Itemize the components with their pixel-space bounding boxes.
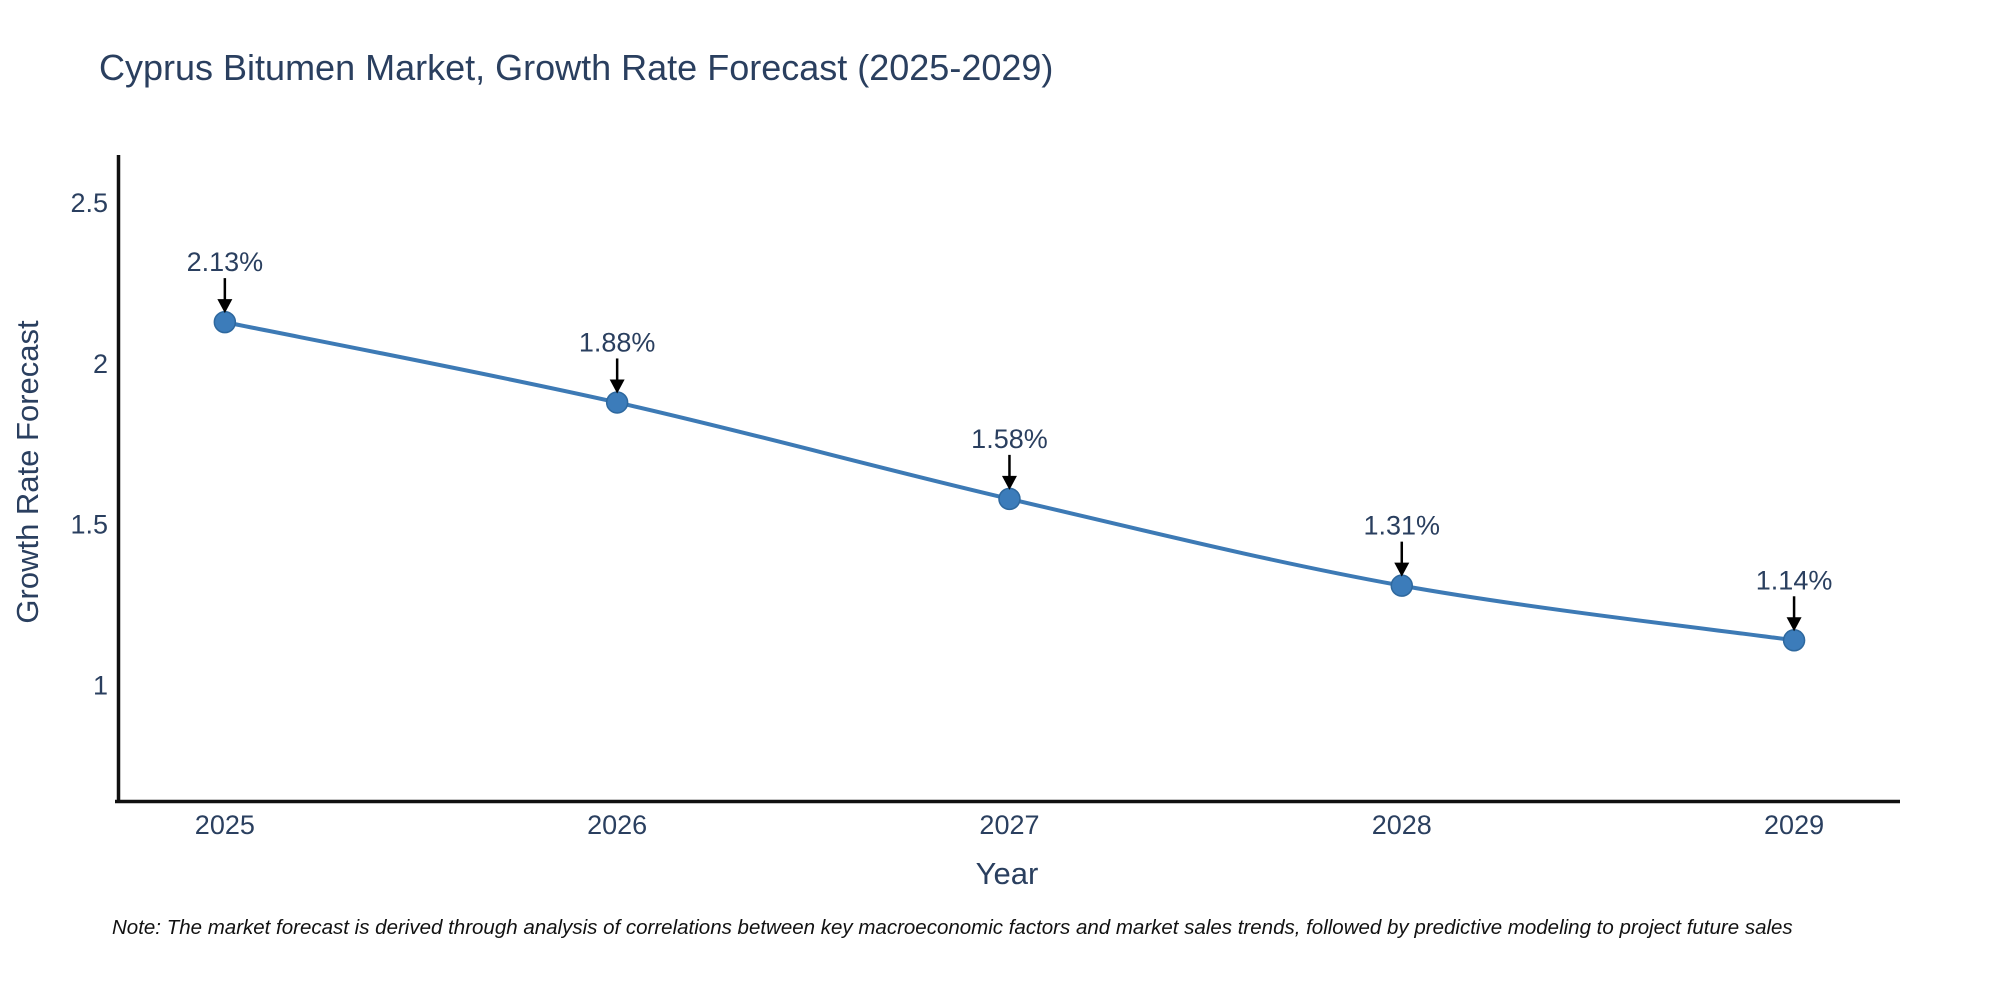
y-tick-label: 2.5 (70, 188, 108, 218)
footnote: Note: The market forecast is derived thr… (112, 916, 1793, 939)
data-point-marker (605, 391, 629, 414)
data-point-marker (1390, 574, 1414, 597)
annotation-arrowhead-icon (609, 379, 625, 394)
y-tick-labels-group: 2.5 2 1.5 1 (70, 188, 108, 700)
point-value-label: 1.14% (1756, 565, 1833, 595)
x-tick-label: 2025 (195, 810, 255, 840)
x-tick-label: 2028 (1372, 810, 1432, 840)
y-tick-label: 1.5 (70, 510, 108, 540)
annotation-arrowhead-icon (217, 299, 233, 314)
x-tick-label: 2029 (1764, 810, 1824, 840)
point-value-label: 2.13% (187, 247, 264, 277)
data-point-marker (213, 310, 237, 334)
x-tick-label: 2027 (979, 810, 1039, 840)
y-tick-label: 1 (93, 670, 108, 700)
x-axis-title: Year (975, 856, 1039, 891)
data-point-marker (998, 487, 1021, 511)
annotation-arrowhead-icon (1394, 562, 1410, 577)
point-annotations-group: 2.13% 1.88% 1.58% 1.31% 1.14% (187, 247, 1833, 632)
chart-title: Cyprus Bitumen Market, Growth Rate Forec… (99, 47, 1054, 88)
annotation-arrowhead-icon (1001, 475, 1017, 490)
y-tick-label: 2 (93, 349, 108, 379)
x-tick-labels-group: 2025 2026 2027 2028 2029 (195, 810, 1824, 840)
point-value-label: 1.58% (971, 424, 1048, 454)
point-value-label: 1.31% (1363, 511, 1440, 541)
annotation-arrowhead-icon (1786, 617, 1802, 632)
data-point-marker (1782, 629, 1806, 652)
x-tick-label: 2026 (587, 810, 647, 840)
point-value-label: 1.88% (579, 327, 656, 357)
